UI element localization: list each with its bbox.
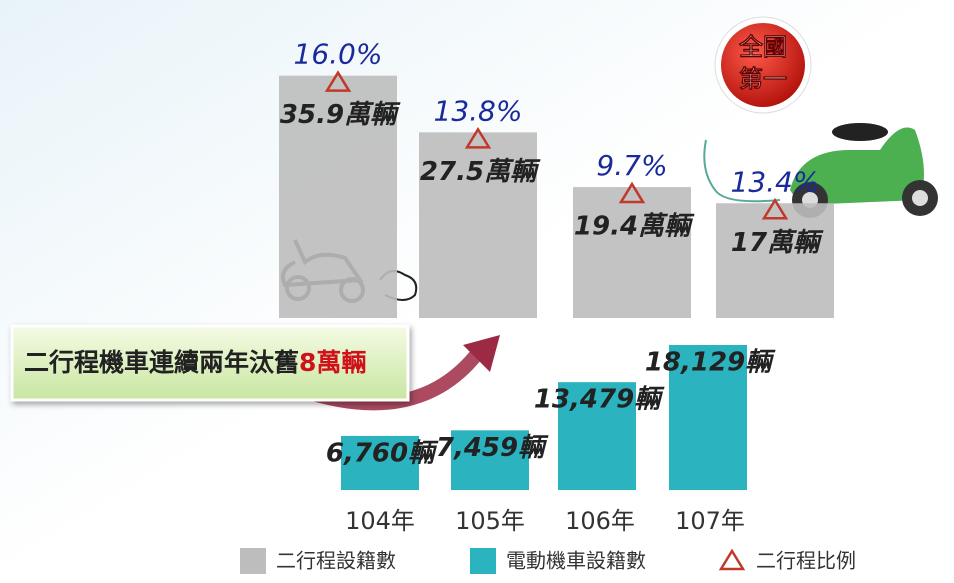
data-label: 27.5萬輛 xyxy=(420,157,541,187)
ratio-marker xyxy=(464,126,492,149)
legend-label: 二行程設籍數 xyxy=(276,549,396,573)
annotation-text: 二行程機車連續兩年汰舊 xyxy=(24,348,299,377)
annotation-highlight: 8萬輛 xyxy=(299,348,366,377)
bar xyxy=(669,344,747,490)
data-label: 13.8% xyxy=(434,94,523,127)
badge-text: 第一 xyxy=(739,65,787,93)
annotation: 二行程機車連續兩年汰舊8萬輛 xyxy=(10,324,500,411)
data-label: 17萬輛 xyxy=(731,228,824,258)
bar xyxy=(451,430,529,490)
data-label: 13.4% xyxy=(731,165,820,198)
data-label: 9.7% xyxy=(596,149,667,182)
legend-marker xyxy=(718,548,746,571)
ratio-marker xyxy=(324,70,352,92)
bar xyxy=(573,187,691,318)
data-label: 7,459輛 xyxy=(436,433,549,463)
ratio-marker xyxy=(618,181,646,204)
data-label: 16.0% xyxy=(294,38,383,71)
legend-label: 電動機車設籍數 xyxy=(506,549,646,573)
svg-text:二行程機車連續兩年汰舊8萬輛: 二行程機車連續兩年汰舊8萬輛 xyxy=(24,348,366,377)
data-label: 13,479輛 xyxy=(534,385,665,415)
data-label: 6,760輛 xyxy=(326,438,439,468)
bar xyxy=(279,75,397,318)
bar xyxy=(716,203,834,318)
legend-swatch xyxy=(240,548,266,574)
ratio-marker xyxy=(761,197,789,220)
bar xyxy=(419,132,537,318)
data-label: 19.4萬輛 xyxy=(574,212,695,242)
badge-text: 全國 xyxy=(738,33,787,61)
x-tick-label: 104年 xyxy=(345,507,415,535)
bar xyxy=(341,435,419,490)
data-label: 18,129輛 xyxy=(645,347,776,377)
legend-label: 二行程比例 xyxy=(756,549,856,573)
data-label: 35.9萬輛 xyxy=(280,100,401,130)
badge: 全國 第一 xyxy=(714,16,812,114)
x-tick-label: 105年 xyxy=(455,507,525,535)
x-tick-label: 107年 xyxy=(675,507,745,535)
legend-swatch xyxy=(470,548,496,574)
bar xyxy=(558,382,636,490)
x-tick-label: 106年 xyxy=(565,507,635,535)
